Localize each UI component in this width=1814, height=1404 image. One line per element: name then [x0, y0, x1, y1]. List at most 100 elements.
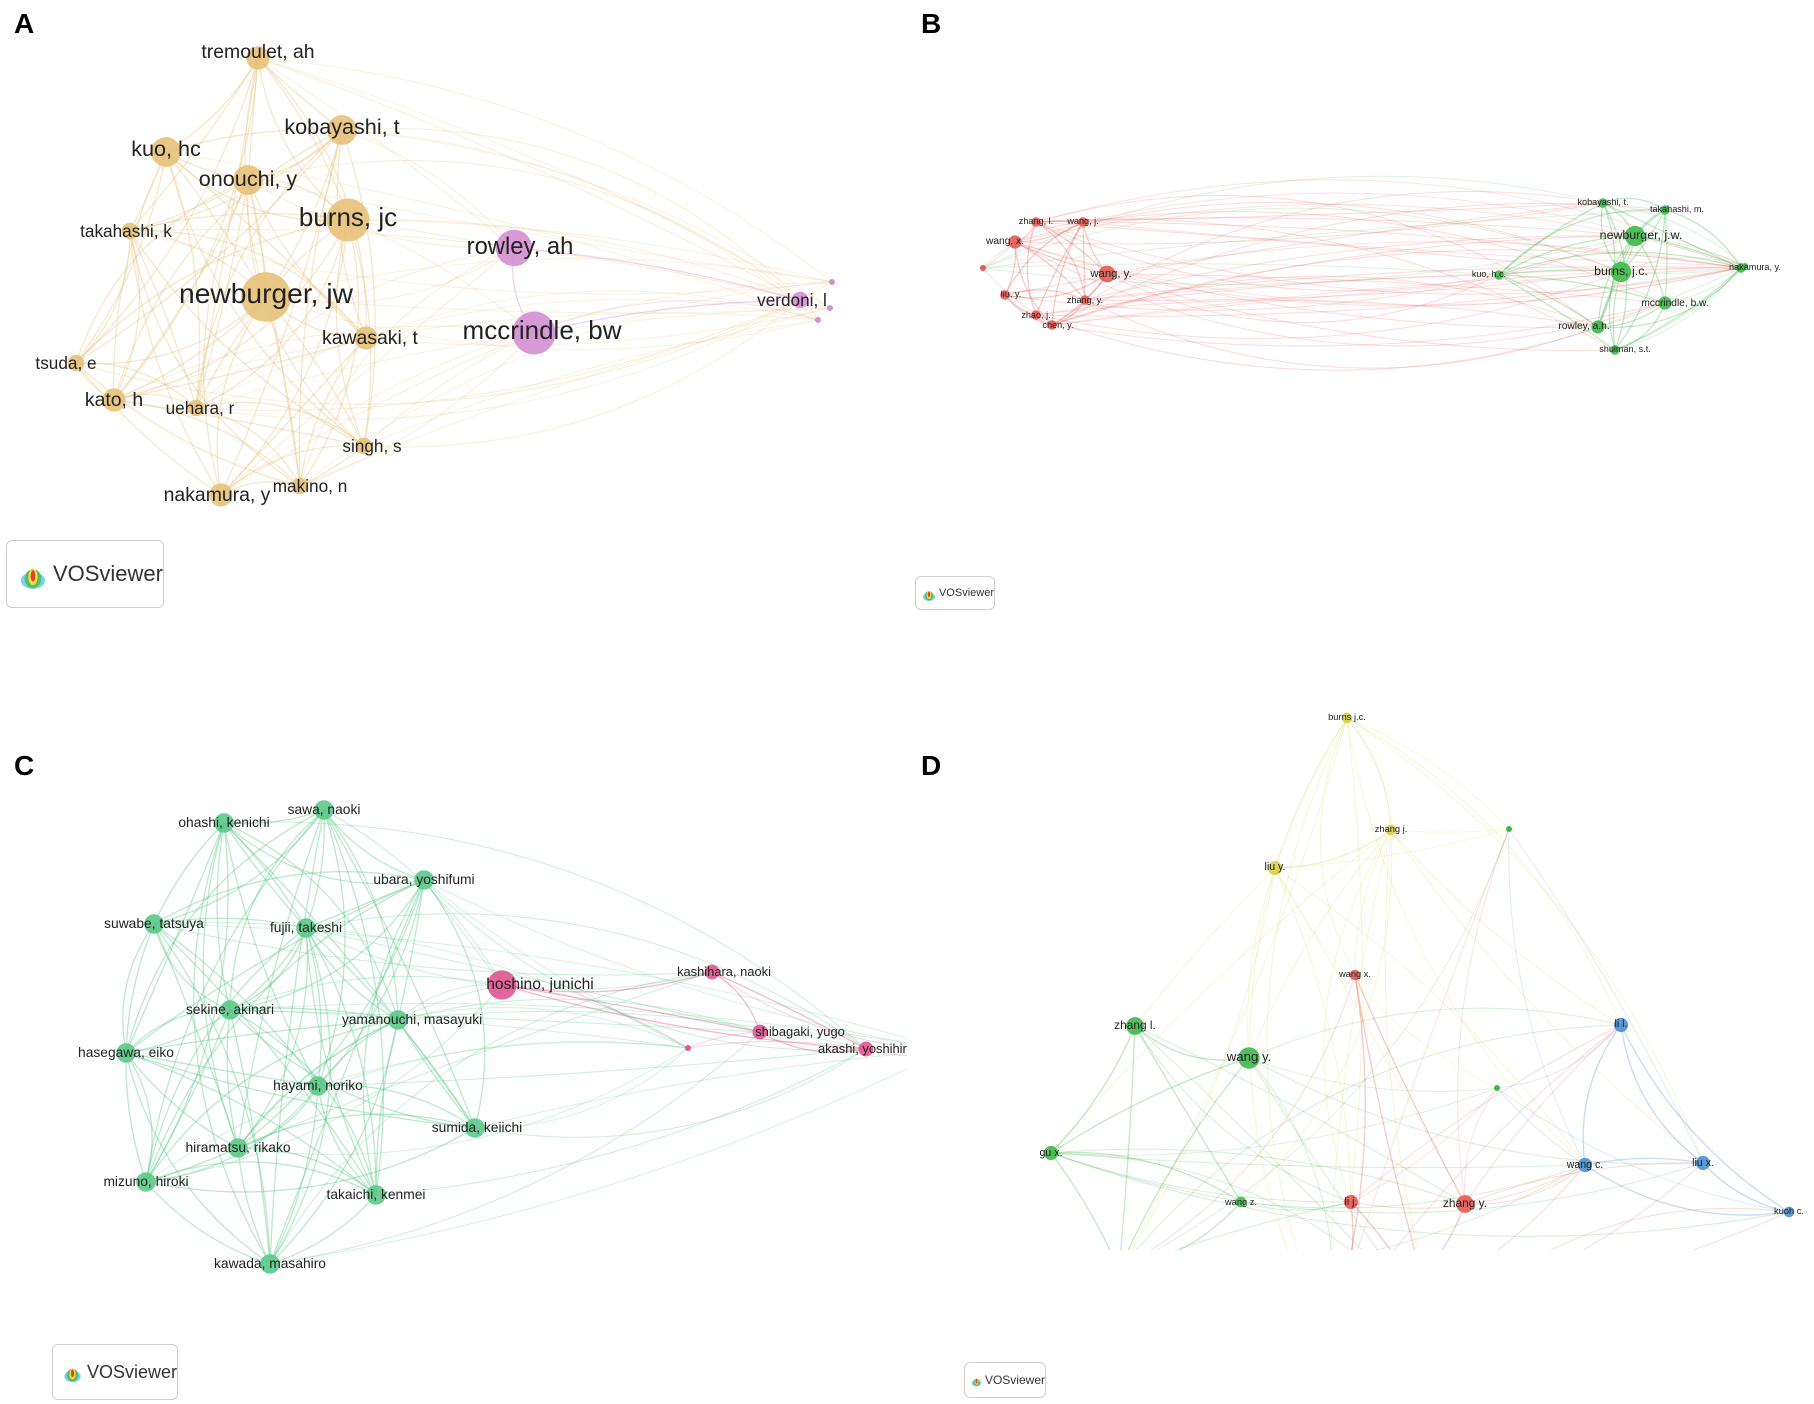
link-edge — [247, 179, 515, 249]
link-edge — [1384, 829, 1419, 1250]
node-dot — [296, 918, 316, 938]
link-edge — [1240, 829, 1393, 1203]
link-edge — [299, 337, 367, 487]
link-edge — [1129, 717, 1348, 1250]
link-edge — [247, 179, 367, 339]
node-dot — [414, 870, 434, 890]
link-edge — [317, 879, 425, 1087]
vosviewer-logo-text: VOSviewer — [52, 561, 163, 586]
link-edge — [1582, 1162, 1704, 1250]
vosviewer-icon — [971, 1377, 982, 1386]
link-edge — [269, 1031, 761, 1265]
link-edge — [1441, 1203, 1466, 1250]
link-edge — [269, 1068, 907, 1265]
node-dot — [241, 272, 291, 322]
link-edge — [1274, 829, 1392, 869]
link-edge — [1508, 828, 1704, 1164]
node-dot — [291, 477, 309, 495]
link-edge — [323, 809, 385, 1196]
link-edge — [145, 1147, 239, 1183]
node-dot — [314, 800, 334, 820]
link-edge — [1084, 267, 1740, 301]
link-edge — [1014, 241, 1086, 301]
node-label: zhang y. — [1443, 1196, 1487, 1210]
link-edge — [1082, 221, 1086, 301]
link-edge — [1004, 235, 1636, 311]
node-label: wang x. — [1338, 969, 1371, 979]
node-dot — [1343, 1194, 1359, 1210]
link-edge — [1582, 1024, 1622, 1166]
node-dot — [1000, 290, 1010, 300]
link-edge — [1608, 235, 1636, 351]
link-edge — [982, 221, 1084, 269]
link-edge — [1240, 1201, 1352, 1211]
link-edge — [1374, 1164, 1586, 1250]
link-edge — [145, 984, 503, 1183]
link-edge — [1035, 221, 1622, 273]
link-edge — [1084, 299, 1599, 369]
link-edge — [153, 809, 325, 925]
vosviewer-logo-b: VOSviewer — [915, 576, 995, 610]
link-edge — [341, 129, 831, 309]
link-edge — [1620, 267, 1740, 274]
node-label: chen, y. — [1042, 320, 1073, 330]
link-edge — [1393, 1024, 1622, 1250]
node-dot — [220, 1000, 240, 1020]
link-edge — [229, 1009, 476, 1129]
network-panel-b: zhang, l. wang, j. wang, x. wang, y. liu, y.… — [907, 0, 1814, 620]
link-edge — [1248, 1057, 1332, 1250]
link-edge — [1464, 1164, 1586, 1205]
link-edge — [317, 1048, 867, 1087]
link-edge — [220, 337, 367, 496]
link-edge — [1390, 828, 1510, 833]
link-edge — [1035, 218, 1616, 351]
node-dot — [121, 222, 139, 240]
node-label: takahashi, k — [80, 221, 172, 241]
node-label: onouchi, y — [199, 166, 298, 191]
link-edge — [237, 809, 325, 1149]
link-edge — [1498, 269, 1622, 276]
link-edge — [237, 984, 503, 1149]
link-edge — [1457, 828, 1510, 1205]
link-edge — [220, 219, 349, 496]
link-edge — [1050, 1148, 1466, 1205]
node-label: fujii, takeshi — [270, 920, 342, 935]
node-dot — [1267, 860, 1283, 876]
link-edge — [1664, 209, 1742, 269]
link-edge — [125, 809, 325, 1054]
link-edge — [1134, 867, 1276, 1027]
node-label: sekine, akinari — [186, 1002, 274, 1017]
link-edge — [237, 1047, 689, 1155]
link-edge — [317, 809, 346, 1087]
link-edge — [1248, 1057, 1704, 1165]
link-edge — [113, 57, 259, 401]
link-edge — [129, 129, 343, 232]
link-edge — [711, 971, 761, 1033]
link-edge — [711, 971, 907, 1048]
link-edge — [1620, 257, 1746, 273]
link-edge — [865, 1048, 907, 1057]
link-edge — [229, 879, 425, 1011]
link-edge — [223, 821, 867, 1050]
link-edge — [1050, 829, 1392, 1154]
link-edge — [195, 129, 343, 409]
link-edge — [1134, 1025, 1466, 1205]
node-dot — [1494, 1085, 1500, 1091]
link-edge — [269, 971, 713, 1265]
link-edge — [501, 984, 689, 1049]
link-edge — [1496, 1087, 1586, 1166]
node-label: kuo, h.c. — [1472, 269, 1506, 279]
link-edge — [1249, 867, 1289, 1250]
node-label: verdoni, l — [757, 290, 827, 310]
link-edge — [363, 319, 819, 447]
link-edge — [1051, 202, 1666, 326]
link-edge — [1274, 867, 1498, 1089]
link-edge — [257, 57, 831, 309]
link-edge — [1014, 241, 1666, 347]
link-edge — [265, 296, 831, 314]
link-edge — [125, 822, 225, 1054]
node-dot — [1080, 295, 1090, 305]
link-edge — [257, 57, 349, 221]
node-layer: sawa, naoki ohashi, kenichi ubara, yoshifu… — [78, 800, 907, 1274]
link-edge — [1050, 1087, 1498, 1156]
